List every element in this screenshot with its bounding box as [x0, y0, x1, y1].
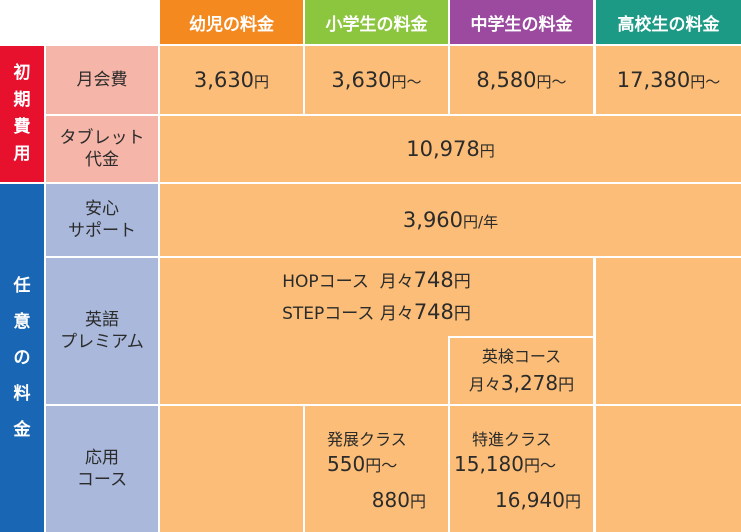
row-label-tablet: タブレット 代金 [46, 116, 158, 182]
premium-high-blank [596, 258, 741, 404]
applied-tokushin-class: 特進クラス 15,180円～ 16,940円 [450, 406, 593, 532]
monthly-fee-high: 17,380円～ [596, 46, 741, 114]
monthly-fee-junior: 8,580円～ [450, 46, 593, 114]
premium-hop-step: HOPコース 月々748円 STEPコース 月々748円 [160, 258, 593, 336]
row-label-support: 安心 サポート [46, 184, 158, 256]
tablet-price: 10,978円 [160, 116, 741, 182]
header-high: 高校生の料金 [596, 0, 741, 44]
group-initial-costs: 初 期 費 用 [0, 46, 44, 182]
header-junior: 中学生の料金 [450, 0, 593, 44]
header-kinder: 幼児の料金 [160, 0, 303, 44]
applied-kinder-blank [160, 406, 303, 532]
header-elementary: 小学生の料金 [305, 0, 448, 44]
row-label-monthly: 月会費 [46, 46, 158, 114]
premium-hop-course: HOPコース 月々748円 [282, 268, 471, 292]
row-label-applied: 応用 コース [46, 406, 158, 532]
support-price: 3,960円/年 [160, 184, 741, 256]
monthly-fee-kinder: 3,630円 [160, 46, 303, 114]
premium-eiken-course: 英検コース 月々3,278円 [450, 338, 593, 404]
group-optional-fees: 任 意 の 料 金 [0, 184, 44, 532]
premium-step-course: STEPコース 月々748円 [282, 300, 471, 324]
applied-high-blank [596, 406, 741, 532]
row-label-premium: 英語 プレミアム [46, 258, 158, 404]
monthly-fee-elementary: 3,630円～ [305, 46, 448, 114]
premium-blank-left [160, 336, 448, 404]
applied-hatten-class: 発展クラス 550円～ 880円 [305, 406, 448, 532]
